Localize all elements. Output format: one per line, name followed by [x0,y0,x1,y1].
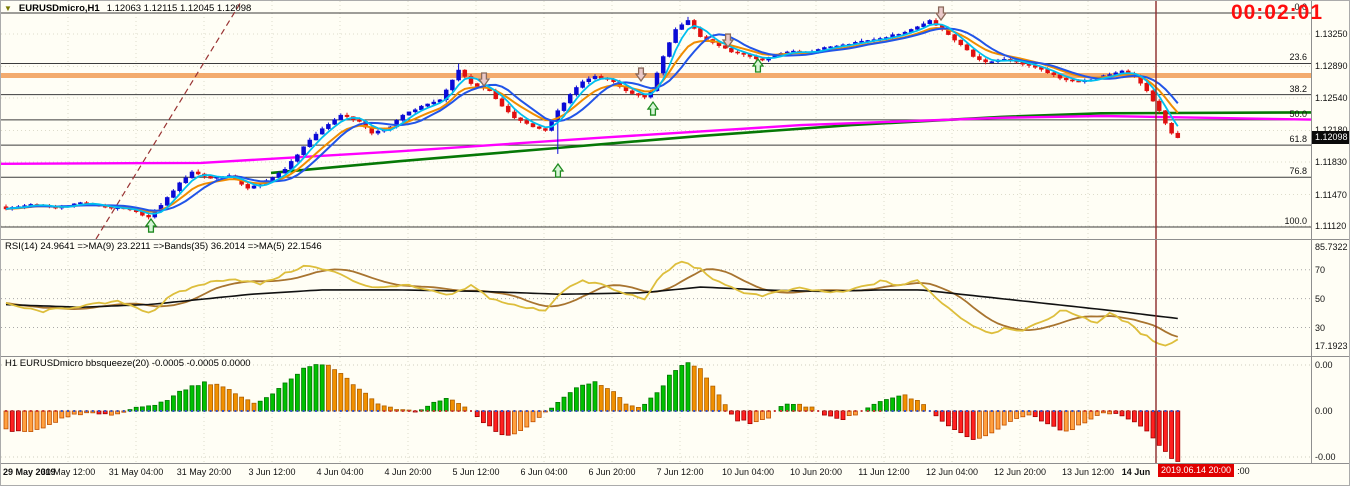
panel-separator[interactable] [1,356,1349,357]
rsi-indicator-label[interactable]: RSI(14) 24.9641 =>MA(9) 23.2211 =>Bands(… [5,241,322,252]
panel-separator[interactable] [1,463,1349,464]
moving-averages [5,23,1179,215]
rsi-lines [5,260,1179,347]
up-arrow-icon [144,217,158,233]
up-arrow-icon [751,57,765,73]
selected-time-badge: 2019.06.14 20:00 [1158,464,1235,477]
fibonacci-lines [1,12,1311,228]
squeeze-histogram [3,362,1181,462]
current-price-tag: 1.12098 [1312,131,1349,144]
down-arrow-icon [477,72,491,88]
price-axis[interactable] [1311,1,1349,463]
squeeze-indicator-label[interactable]: H1 EURUSDmicro bbsqueeze(20) -0.0005 -0.… [5,358,251,369]
chart-quote-ohlc: 1.12063 1.12115 1.12045 1.12098 [106,3,252,14]
up-arrow-icon [551,162,565,178]
panel-separator[interactable] [1,239,1349,240]
chart-header: ▼ EURUSDmicro,H1 1.12063 1.12115 1.12045… [4,3,251,14]
up-arrow-icon [646,100,660,116]
down-arrow-icon [634,67,648,83]
chart-dropdown-icon[interactable]: ▼ [4,4,12,13]
down-arrow-icon [721,33,735,49]
price-axis-border [1311,1,1312,463]
chart-title: EURUSDmicro,H1 [18,3,100,14]
signal-arrows [144,6,948,233]
candle-countdown-timer: 00:02:01 [1230,1,1323,24]
time-highlight: 2019.06.14 20:00 :00 [1158,464,1250,477]
down-arrow-icon [934,6,948,22]
time-badge-suffix: :00 [1237,465,1250,476]
time-axis[interactable] [1,464,1349,485]
